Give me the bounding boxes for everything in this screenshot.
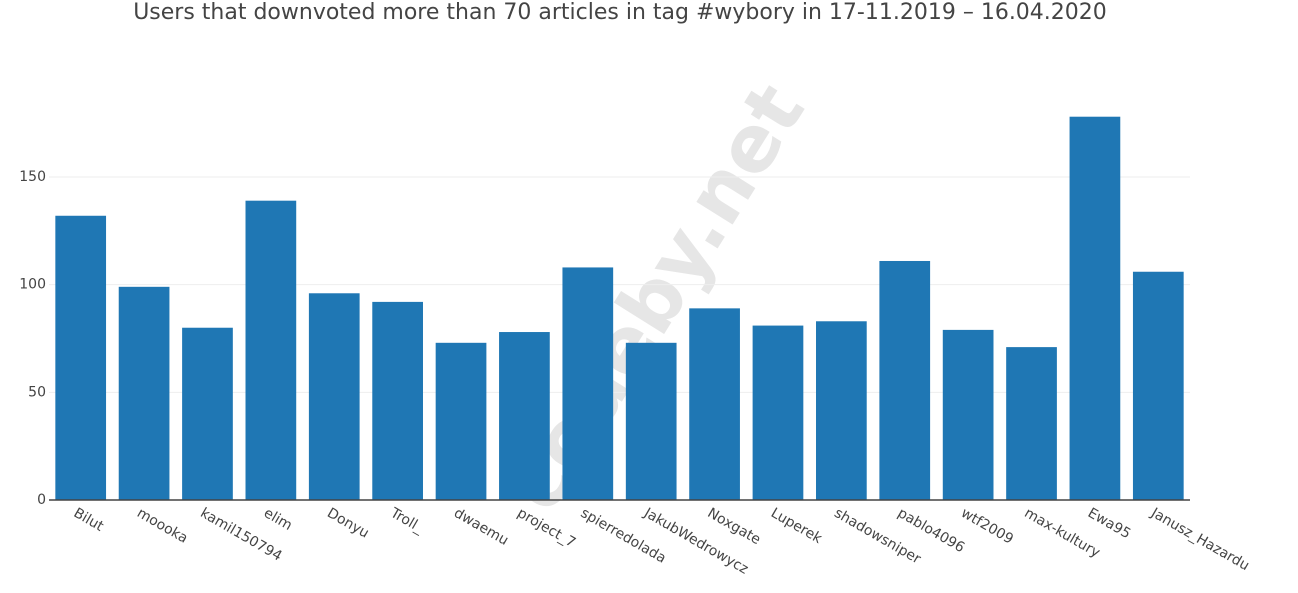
bar — [372, 301, 423, 500]
bar — [245, 200, 297, 501]
bar — [625, 342, 677, 500]
x-tick-label: Ewa95 — [1085, 505, 1133, 542]
x-tick-label: JakubWedrowycz — [640, 505, 751, 578]
x-tick-label: dwaemu — [451, 505, 511, 549]
y-tick-label: 50 — [28, 384, 46, 400]
bar — [1069, 116, 1121, 500]
bar — [1132, 271, 1184, 500]
bar — [118, 286, 170, 500]
bar — [55, 215, 107, 500]
x-tick-label: Bilut — [71, 505, 107, 535]
bar — [942, 329, 994, 500]
bar — [499, 332, 550, 500]
bar — [689, 308, 740, 500]
chart-title: Users that downvoted more than 70 articl… — [133, 0, 1107, 25]
y-tick-label: 0 — [37, 492, 46, 508]
x-tick-label: elim — [261, 505, 295, 534]
x-tick-label: Luperek — [768, 505, 825, 547]
y-tick-label: 100 — [19, 277, 46, 293]
bar — [1006, 347, 1057, 500]
bar — [308, 293, 360, 500]
bar — [752, 325, 804, 500]
x-tick-label: Troll_ — [387, 505, 427, 537]
x-tick-label: moooka — [134, 505, 190, 547]
x-tick-label: Janusz_Hazardu — [1147, 505, 1251, 575]
y-tick-label: 150 — [19, 169, 46, 185]
x-tick-label: Donyu — [324, 505, 371, 542]
bar — [562, 267, 614, 500]
bar — [816, 321, 867, 500]
bar — [182, 327, 233, 500]
bar — [435, 342, 487, 500]
bar — [879, 260, 931, 500]
